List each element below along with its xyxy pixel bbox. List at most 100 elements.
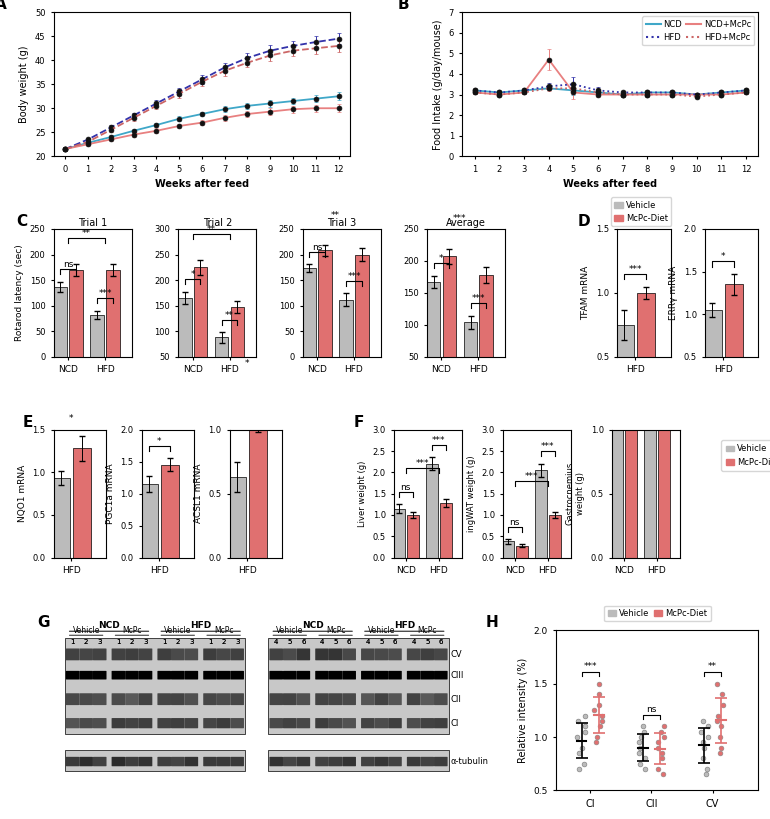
Bar <box>637 293 655 421</box>
FancyBboxPatch shape <box>388 671 402 680</box>
Text: **: ** <box>206 225 216 234</box>
FancyBboxPatch shape <box>420 757 434 767</box>
FancyBboxPatch shape <box>434 757 447 767</box>
FancyBboxPatch shape <box>65 757 79 767</box>
Point <box>655 746 668 759</box>
FancyBboxPatch shape <box>65 718 79 728</box>
Bar <box>464 323 477 389</box>
Bar <box>725 284 743 400</box>
Text: ns: ns <box>312 242 322 251</box>
FancyBboxPatch shape <box>112 649 126 660</box>
Text: **: ** <box>225 310 234 319</box>
FancyBboxPatch shape <box>93 757 106 767</box>
FancyBboxPatch shape <box>217 693 230 705</box>
Y-axis label: Liver weight (g): Liver weight (g) <box>358 460 367 527</box>
Text: 3: 3 <box>98 639 102 645</box>
FancyBboxPatch shape <box>270 718 283 728</box>
FancyBboxPatch shape <box>361 718 375 728</box>
FancyBboxPatch shape <box>296 718 310 728</box>
Text: 5: 5 <box>287 639 292 645</box>
FancyBboxPatch shape <box>203 671 217 680</box>
Title: Trial 1: Trial 1 <box>79 218 107 229</box>
FancyBboxPatch shape <box>203 757 217 767</box>
FancyBboxPatch shape <box>230 718 244 728</box>
FancyBboxPatch shape <box>296 649 310 660</box>
FancyBboxPatch shape <box>112 671 126 680</box>
Point <box>711 677 723 690</box>
FancyBboxPatch shape <box>93 649 106 660</box>
Text: 1: 1 <box>162 639 166 645</box>
Text: ***: *** <box>584 662 597 671</box>
FancyBboxPatch shape <box>407 693 420 705</box>
Point <box>658 731 670 744</box>
FancyBboxPatch shape <box>283 757 296 767</box>
Bar <box>90 315 104 357</box>
Bar <box>161 465 179 558</box>
FancyBboxPatch shape <box>270 757 283 767</box>
FancyBboxPatch shape <box>230 757 244 767</box>
FancyBboxPatch shape <box>420 693 434 705</box>
Text: *: * <box>69 414 73 423</box>
Text: 6: 6 <box>393 639 397 645</box>
Point <box>574 746 586 759</box>
Y-axis label: TFAM mRNA: TFAM mRNA <box>581 266 591 320</box>
FancyBboxPatch shape <box>343 718 356 728</box>
Point <box>711 714 723 727</box>
Text: E: E <box>23 415 33 430</box>
FancyBboxPatch shape <box>126 671 139 680</box>
FancyBboxPatch shape <box>270 649 283 660</box>
Point <box>714 731 726 744</box>
FancyBboxPatch shape <box>112 693 126 705</box>
FancyBboxPatch shape <box>157 757 171 767</box>
FancyBboxPatch shape <box>388 757 402 767</box>
Text: 1: 1 <box>208 639 213 645</box>
Text: 4: 4 <box>366 639 370 645</box>
Text: C: C <box>17 215 28 229</box>
Bar <box>501 541 514 558</box>
FancyBboxPatch shape <box>283 693 296 705</box>
Text: ***: *** <box>472 294 485 303</box>
FancyBboxPatch shape <box>329 693 343 705</box>
FancyBboxPatch shape <box>65 649 79 660</box>
Bar <box>703 310 721 400</box>
Bar <box>106 270 120 357</box>
FancyBboxPatch shape <box>185 649 198 660</box>
FancyBboxPatch shape <box>329 718 343 728</box>
Bar <box>658 419 670 558</box>
Text: 5: 5 <box>425 639 430 645</box>
FancyBboxPatch shape <box>315 693 329 705</box>
Text: **: ** <box>331 210 340 219</box>
Point <box>635 731 648 744</box>
Y-axis label: ACSL1 mRNA: ACSL1 mRNA <box>194 464 203 523</box>
FancyBboxPatch shape <box>388 693 402 705</box>
FancyBboxPatch shape <box>434 718 447 728</box>
Title: Trial 2: Trial 2 <box>203 218 232 229</box>
Text: 2: 2 <box>222 639 226 645</box>
FancyBboxPatch shape <box>157 693 171 705</box>
Text: 2: 2 <box>222 639 226 645</box>
Point <box>654 725 667 738</box>
Bar <box>139 484 158 558</box>
Bar <box>426 464 438 558</box>
FancyBboxPatch shape <box>268 638 449 735</box>
FancyBboxPatch shape <box>375 693 388 705</box>
Point <box>711 709 724 722</box>
Text: *: * <box>439 254 444 263</box>
FancyBboxPatch shape <box>315 718 329 728</box>
Bar <box>615 325 634 421</box>
Bar <box>480 275 493 389</box>
Point <box>636 720 648 733</box>
Text: 4: 4 <box>411 639 416 645</box>
FancyBboxPatch shape <box>171 649 185 660</box>
Point <box>697 752 709 765</box>
Bar <box>303 269 316 357</box>
FancyBboxPatch shape <box>283 649 296 660</box>
FancyBboxPatch shape <box>171 671 185 680</box>
Point <box>595 709 608 722</box>
FancyBboxPatch shape <box>65 638 245 735</box>
FancyBboxPatch shape <box>203 718 217 728</box>
FancyBboxPatch shape <box>329 671 343 680</box>
FancyBboxPatch shape <box>230 671 244 680</box>
FancyBboxPatch shape <box>126 693 139 705</box>
FancyBboxPatch shape <box>407 757 420 767</box>
